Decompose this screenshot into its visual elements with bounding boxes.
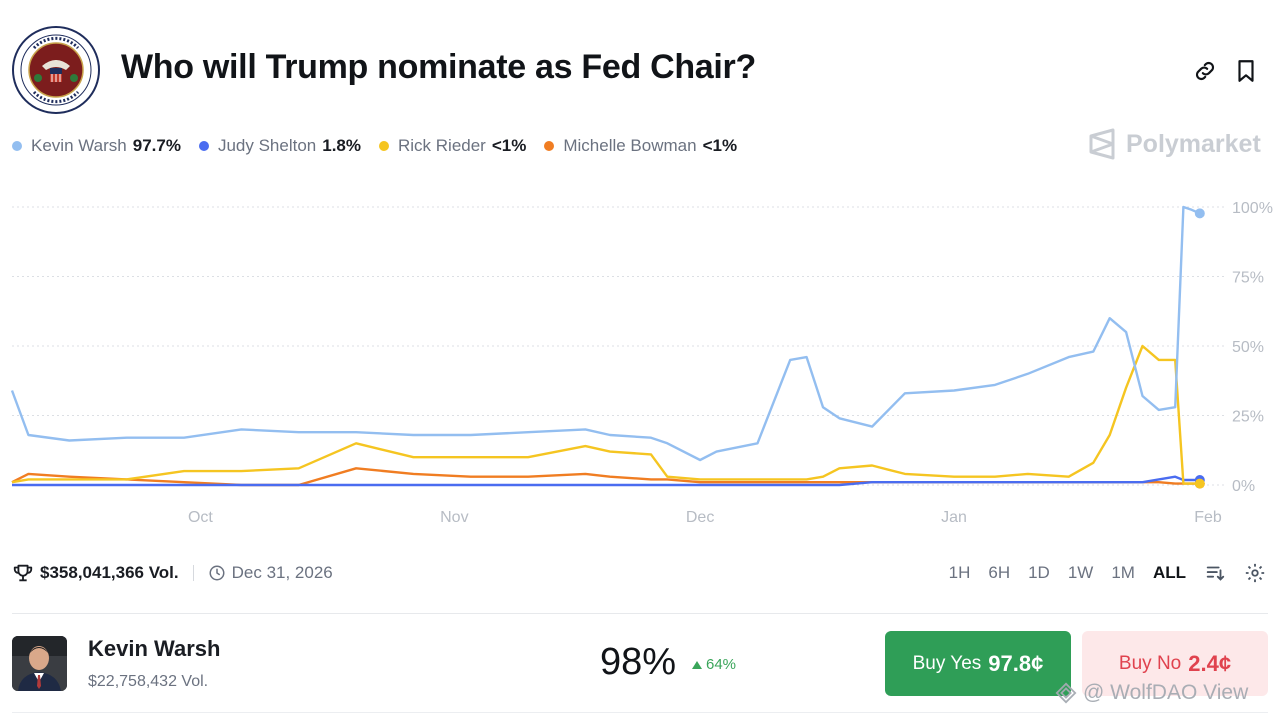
- legend-item-michelle-bowman[interactable]: Michelle Bowman <1%: [544, 136, 737, 156]
- y-tick-label: 50%: [1232, 339, 1264, 356]
- x-tick-label: Feb: [1194, 509, 1222, 526]
- y-tick-label: 25%: [1232, 409, 1264, 426]
- legend-dot: [544, 141, 555, 151]
- watermark: @ WolfDAO View: [1055, 681, 1248, 705]
- probability-change: 64%: [692, 656, 736, 673]
- buy-no-button[interactable]: Buy No 2.4¢: [1082, 631, 1268, 696]
- total-volume: $358,041,366 Vol.: [40, 563, 179, 582]
- y-axis-ticks: 100% 75% 50% 25% 0%: [1232, 200, 1273, 495]
- section-divider: [12, 613, 1268, 614]
- legend-item-kevin-warsh[interactable]: Kevin Warsh 97.7%: [12, 136, 181, 156]
- series-end-point-kevin-warsh: [1194, 208, 1205, 219]
- chart-legend: Kevin Warsh 97.7% Judy Shelton 1.8% Rick…: [12, 134, 755, 158]
- settings-gear-icon[interactable]: [1244, 562, 1266, 584]
- x-tick-label: Jan: [941, 509, 967, 526]
- polymarket-brand: Polymarket: [1088, 128, 1261, 160]
- range-6h[interactable]: 6H: [988, 563, 1011, 582]
- legend-value: 97.7%: [132, 136, 181, 155]
- legend-name: Rick Rieder: [397, 136, 486, 155]
- range-all[interactable]: ALL: [1152, 563, 1186, 582]
- y-tick-label: 75%: [1232, 270, 1264, 287]
- series-end-point-rick-rieder: [1194, 478, 1205, 489]
- polymarket-logo-icon: [1089, 128, 1115, 160]
- watermark-logo-icon: [1055, 682, 1077, 704]
- fed-seal-logo: [12, 26, 100, 114]
- buy-yes-label: Buy Yes: [912, 652, 982, 674]
- legend-value: 1.8%: [322, 136, 361, 155]
- market-header: Who will Trump nominate as Fed Chair?: [0, 0, 1280, 130]
- legend-dot: [198, 141, 209, 151]
- buy-yes-price: 97.8¢: [988, 650, 1044, 676]
- range-1m[interactable]: 1M: [1111, 563, 1135, 582]
- legend-dot: [12, 141, 22, 151]
- market-stats: $358,041,366 Vol. Dec 31, 2026: [12, 560, 333, 586]
- legend-value: <1%: [702, 136, 738, 155]
- legend-value: <1%: [491, 136, 527, 155]
- x-axis-ticks: Oct Nov Dec Jan Feb: [188, 509, 1222, 526]
- chart-series: [10, 205, 1205, 489]
- legend-name: Michelle Bowman: [563, 136, 697, 155]
- series-line-judy-shelton: [12, 475, 1200, 487]
- buy-no-price: 2.4¢: [1188, 650, 1232, 676]
- link-icon[interactable]: [1192, 58, 1218, 84]
- x-tick-label: Oct: [188, 509, 213, 526]
- divider: [192, 565, 194, 581]
- buy-no-label: Buy No: [1118, 652, 1182, 674]
- price-history-chart[interactable]: 100% 75% 50% 25% 0% Oct Nov Dec Jan Feb: [0, 190, 1280, 535]
- y-tick-label: 0%: [1232, 478, 1255, 495]
- series-line-kevin-warsh: [10, 205, 1201, 462]
- avatar: [12, 636, 67, 691]
- page-title: Who will Trump nominate as Fed Chair?: [121, 48, 756, 86]
- y-tick-label: 100%: [1232, 200, 1273, 217]
- chart-grid: [12, 206, 1225, 486]
- outcome-name: Kevin Warsh: [88, 636, 221, 661]
- x-tick-label: Dec: [686, 509, 714, 526]
- range-1h[interactable]: 1H: [948, 563, 971, 582]
- brand-name: Polymarket: [1126, 129, 1261, 158]
- watermark-text: @ WolfDAO View: [1083, 681, 1249, 704]
- bookmark-icon[interactable]: [1233, 58, 1259, 84]
- sort-icon[interactable]: [1204, 562, 1226, 584]
- up-arrow-icon: [692, 660, 702, 669]
- change-value: 64%: [706, 656, 737, 673]
- range-1d[interactable]: 1D: [1028, 563, 1050, 582]
- range-1w[interactable]: 1W: [1067, 563, 1094, 582]
- legend-name: Kevin Warsh: [31, 136, 127, 155]
- x-tick-label: Nov: [440, 509, 468, 526]
- legend-item-judy-shelton[interactable]: Judy Shelton 1.8%: [198, 136, 361, 156]
- time-range-selector: 1H 6H 1D 1W 1M ALL: [931, 560, 1266, 586]
- end-date: Dec 31, 2026: [231, 563, 333, 582]
- legend-item-rick-rieder[interactable]: Rick Rieder <1%: [378, 136, 527, 156]
- clock-icon: [209, 565, 225, 581]
- legend-name: Judy Shelton: [217, 136, 317, 155]
- legend-dot: [378, 141, 389, 151]
- outcome-volume: $22,758,432 Vol.: [88, 673, 209, 690]
- bottom-divider: [12, 712, 1268, 713]
- trophy-icon: [13, 564, 33, 582]
- outcome-row[interactable]: Kevin Warsh $22,758,432 Vol. 98% 64% Buy…: [12, 630, 1268, 698]
- outcome-probability: 98%: [600, 641, 677, 683]
- series-line-rick-rieder: [11, 344, 1200, 485]
- buy-yes-button[interactable]: Buy Yes 97.8¢: [885, 631, 1071, 696]
